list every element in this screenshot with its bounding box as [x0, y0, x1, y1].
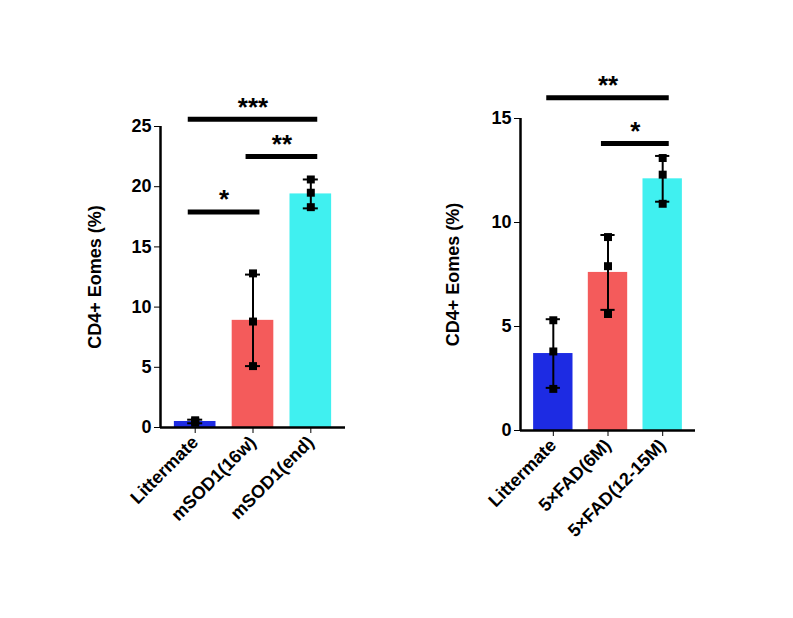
svg-text:20: 20 [131, 176, 151, 196]
svg-text:*: * [219, 184, 230, 214]
svg-text:15: 15 [131, 237, 151, 257]
svg-text:**: ** [598, 70, 619, 100]
svg-text:CD4+ Eomes (%): CD4+ Eomes (%) [85, 205, 105, 349]
svg-text:25: 25 [131, 116, 151, 136]
svg-text:Littermate: Littermate [484, 435, 561, 511]
svg-text:5×FAD(6M): 5×FAD(6M) [534, 435, 615, 516]
svg-text:5: 5 [141, 357, 151, 377]
svg-text:15: 15 [491, 108, 511, 128]
svg-text:10: 10 [131, 297, 151, 317]
svg-text:Littermate: Littermate [126, 432, 203, 508]
svg-text:0: 0 [501, 420, 511, 440]
svg-text:0: 0 [141, 417, 151, 437]
svg-text:***: *** [238, 92, 269, 122]
svg-text:5×FAD(12-15M): 5×FAD(12-15M) [564, 435, 670, 541]
svg-text:*: * [630, 116, 641, 146]
svg-text:mSOD1(end): mSOD1(end) [226, 432, 317, 523]
svg-text:mSOD1(16w): mSOD1(16w) [167, 432, 260, 525]
svg-text:CD4+ Eomes (%): CD4+ Eomes (%) [443, 203, 463, 347]
svg-text:10: 10 [491, 212, 511, 232]
svg-text:5: 5 [501, 316, 511, 336]
svg-text:**: ** [272, 129, 293, 159]
